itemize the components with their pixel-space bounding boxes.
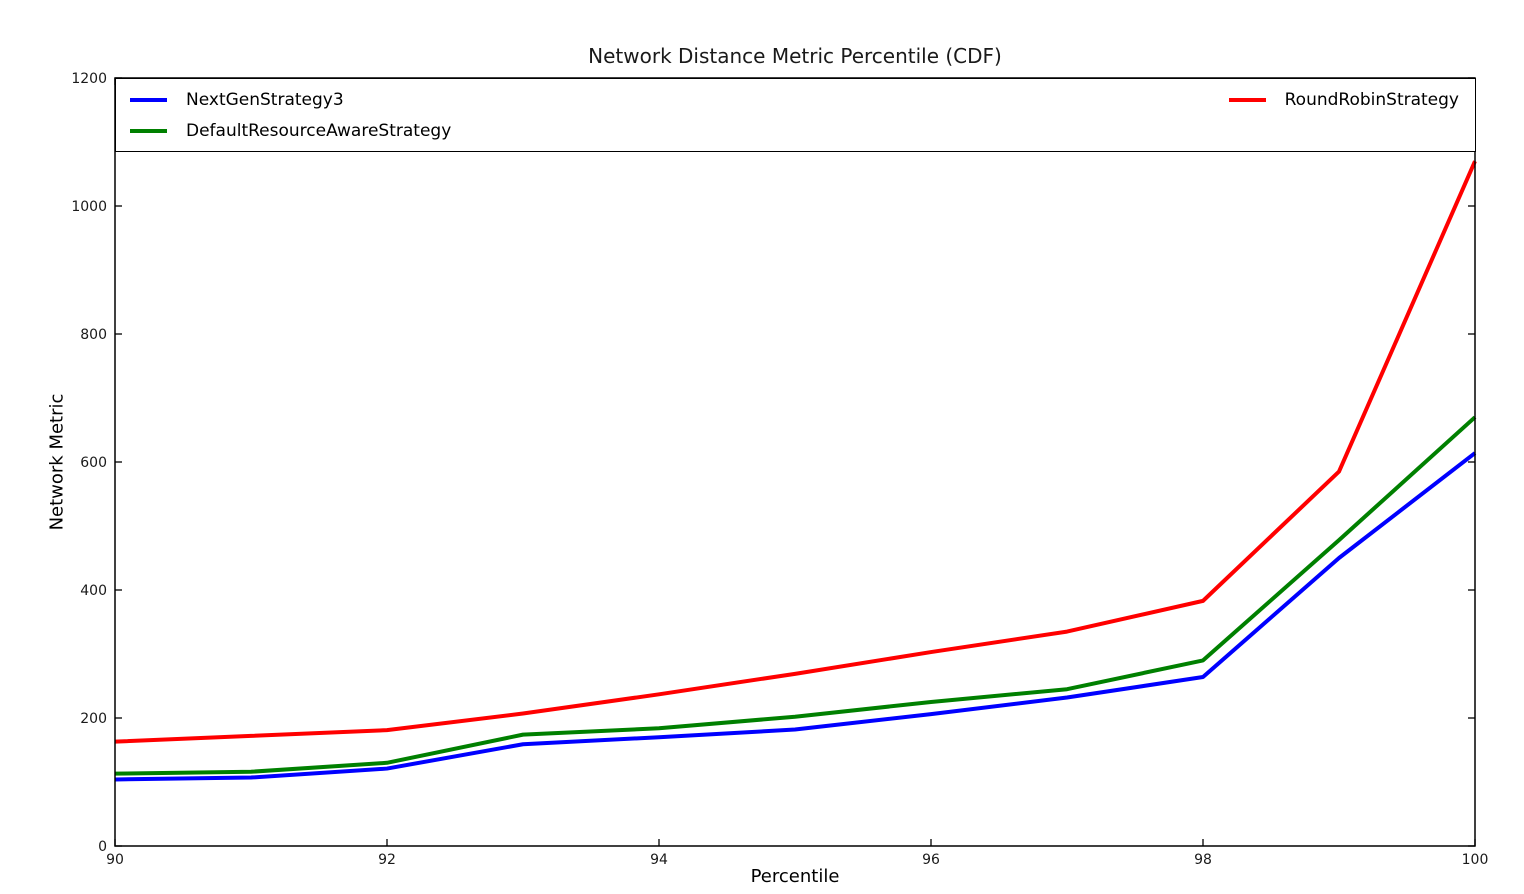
y-tick-label: 600 — [80, 455, 107, 471]
legend-label: DefaultResourceAwareStrategy — [186, 120, 452, 141]
y-tick-label: 1000 — [71, 199, 107, 215]
y-tick-label: 200 — [80, 711, 107, 727]
legend-line-sample — [1228, 97, 1266, 102]
legend-column-left: NextGenStrategy3 DefaultResourceAwareStra… — [130, 84, 451, 146]
series-line-DefaultResourceAwareStrategy — [114, 415, 1477, 776]
legend-column-right: RoundRobinStrategy — [1228, 84, 1459, 115]
y-tick-label: 400 — [80, 583, 107, 599]
legend-line-sample — [130, 128, 167, 133]
legend-label: NextGenStrategy3 — [186, 89, 344, 110]
x-axis-label: Percentile — [750, 866, 840, 887]
legend-line-sample — [130, 97, 167, 102]
x-tick-label: 92 — [378, 852, 396, 868]
series-line-NextGenStrategy3 — [114, 451, 1477, 782]
chart-title: Network Distance Metric Percentile (CDF) — [588, 44, 1002, 68]
y-tick-label: 800 — [80, 327, 107, 343]
x-tick-label: 100 — [1462, 852, 1489, 868]
x-tick-label: 94 — [650, 852, 668, 868]
x-tick-label: 98 — [1194, 852, 1212, 868]
x-tick-label: 90 — [106, 852, 124, 868]
legend-entry: NextGenStrategy3 — [130, 84, 451, 115]
legend: NextGenStrategy3 DefaultResourceAwareStra… — [115, 78, 1476, 152]
legend-label: RoundRobinStrategy — [1284, 89, 1459, 110]
x-tick-label: 96 — [922, 852, 940, 868]
y-axis-label: Network Metric — [46, 393, 68, 531]
y-tick-label: 1200 — [71, 71, 107, 87]
series-line-RoundRobinStrategy — [114, 160, 1477, 744]
y-tick-label: 0 — [98, 839, 107, 855]
legend-entry: DefaultResourceAwareStrategy — [130, 115, 451, 146]
legend-entry: RoundRobinStrategy — [1228, 84, 1459, 115]
